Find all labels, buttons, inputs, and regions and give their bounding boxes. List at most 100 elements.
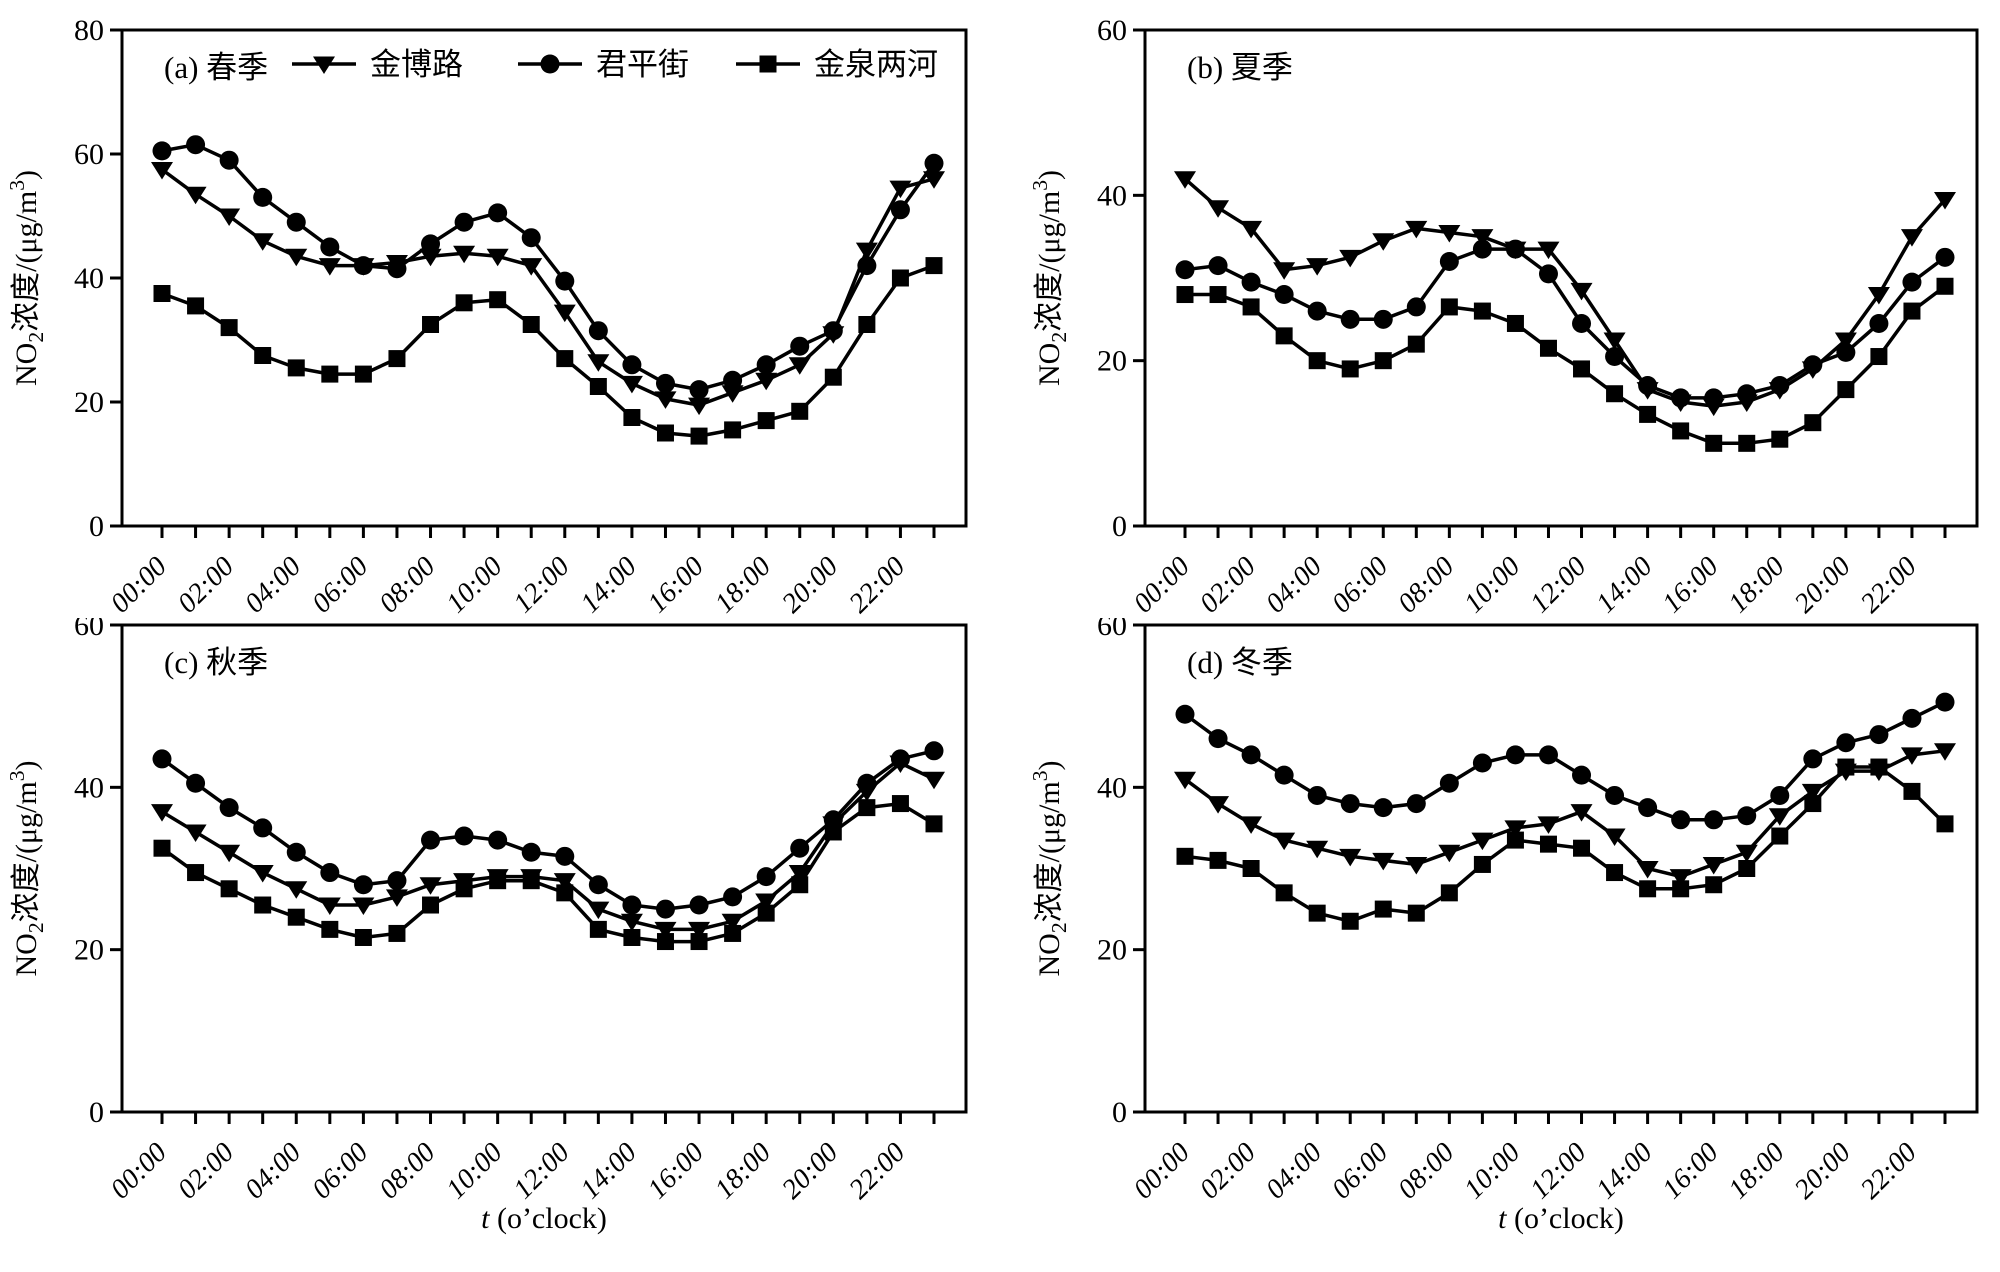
- y-axis-title: NO2浓度/(μg/m3): [1028, 170, 1071, 386]
- marker-circle: [152, 141, 172, 161]
- panel-a: 0 20 40 60 80 00:00 02:00 04:00 06:00 08:00 10:00 1…: [0, 0, 1000, 618]
- series-0-line: [160, 761, 936, 932]
- series-2-markers: [153, 257, 943, 445]
- marker-square: [1308, 904, 1326, 922]
- marker-circle: [1671, 810, 1691, 830]
- marker-circle: [1208, 256, 1228, 276]
- marker-circle: [588, 875, 608, 895]
- x-tick-label: 10:00: [1458, 1137, 1526, 1205]
- x-tick-label: 08:00: [373, 1137, 441, 1205]
- marker-triangle-down: [1306, 258, 1329, 276]
- marker-circle: [1406, 297, 1426, 317]
- marker-triangle-down: [352, 897, 375, 916]
- marker-square: [623, 928, 641, 946]
- marker-triangle-down: [587, 901, 610, 920]
- marker-circle: [1605, 785, 1625, 805]
- marker-circle: [1836, 733, 1856, 753]
- marker-triangle-down: [486, 248, 509, 267]
- y-tick-label: 40: [1097, 771, 1127, 804]
- marker-square: [1374, 352, 1392, 370]
- marker-square: [757, 904, 775, 922]
- marker-circle: [1538, 264, 1558, 284]
- marker-square: [153, 839, 171, 857]
- marker-circle: [1902, 708, 1922, 728]
- x-tick-label: 08:00: [1392, 551, 1460, 618]
- x-tick-label: 10:00: [1458, 551, 1526, 618]
- x-tick-label: 00:00: [1128, 1137, 1196, 1205]
- marker-triangle-down: [1537, 241, 1560, 260]
- y-tick-label: 0: [89, 1096, 104, 1129]
- marker-circle: [1472, 753, 1492, 773]
- x-tick-label: 10:00: [440, 1137, 508, 1205]
- marker-triangle-down: [1174, 771, 1196, 790]
- marker-triangle-down: [1570, 282, 1593, 301]
- marker-square: [455, 294, 473, 312]
- marker-square: [321, 920, 339, 938]
- marker-circle: [857, 773, 877, 793]
- x-tick-label: 20:00: [1789, 1137, 1857, 1205]
- series-2-line: [1183, 284, 1947, 446]
- marker-circle: [454, 826, 474, 846]
- marker-square: [925, 815, 943, 833]
- marker-circle: [756, 355, 776, 375]
- marker-triangle-down: [620, 375, 643, 394]
- marker-square: [1738, 860, 1756, 877]
- chart-c-svg: 0 20 40 60 00:00 02:00 04:00 06:00 08:00 10:00 12:…: [5, 618, 968, 1235]
- series-1-markers: [1175, 692, 1955, 830]
- marker-triangle-down: [218, 208, 241, 226]
- marker-circle: [1241, 272, 1261, 292]
- marker-circle: [253, 818, 273, 838]
- marker-square: [791, 402, 809, 420]
- marker-triangle-down: [251, 865, 274, 883]
- marker-square: [757, 412, 775, 430]
- marker-triangle-down: [1372, 852, 1395, 871]
- y-tick-label: 40: [74, 771, 104, 804]
- panel-title: (d) 冬季: [1187, 645, 1293, 680]
- marker-triangle-down: [419, 248, 442, 267]
- marker-triangle-down: [1339, 848, 1362, 867]
- x-tick-label: 14:00: [575, 551, 643, 618]
- marker-square: [1705, 876, 1723, 894]
- marker-circle: [1770, 375, 1790, 395]
- marker-circle: [588, 321, 608, 341]
- y-axis: 0 20 40 60: [1097, 618, 1145, 1129]
- marker-triangle-down: [1735, 844, 1758, 863]
- marker-circle: [1307, 785, 1327, 805]
- marker-triangle-down: [1900, 747, 1923, 765]
- marker-circle: [286, 842, 306, 862]
- marker-circle: [1935, 247, 1955, 267]
- marker-square: [1771, 827, 1789, 845]
- marker-circle: [1274, 285, 1294, 305]
- legend-label: 君平街: [596, 47, 689, 82]
- marker-circle: [1538, 745, 1558, 765]
- chart-d-svg: 0 20 40 60 00:0002:0004:0006:0008:0010:0012:…: [1028, 618, 1979, 1235]
- marker-square: [925, 257, 943, 275]
- marker-triangle-down: [1438, 225, 1461, 243]
- marker-circle: [1704, 388, 1724, 408]
- marker-square: [489, 872, 507, 890]
- marker-triangle-down: [184, 824, 207, 842]
- marker-triangle-down: [1636, 861, 1659, 879]
- x-tick-label: 18:00: [1723, 1137, 1791, 1205]
- marker-square: [1573, 839, 1591, 857]
- marker-triangle-down: [654, 921, 677, 940]
- y-tick-label: 0: [1112, 510, 1127, 543]
- x-axis-title: t (o’clock): [481, 1202, 607, 1235]
- marker-triangle-down: [688, 921, 711, 940]
- chart-b-svg: 0 20 40 60 00:0002:0004:0006:0008:0010:0012:…: [1028, 14, 1979, 618]
- marker-square: [1242, 860, 1260, 877]
- x-tick-label: 22:00: [843, 1137, 911, 1205]
- marker-circle: [219, 798, 239, 818]
- marker-triangle-down: [587, 354, 610, 372]
- y-tick-label: 80: [74, 14, 104, 47]
- x-tick-label: 14:00: [1590, 1137, 1658, 1205]
- x-tick-label: 14:00: [1590, 551, 1658, 618]
- marker-square: [1804, 414, 1822, 432]
- marker-triangle-down: [218, 844, 241, 863]
- y-tick-label: 40: [74, 262, 104, 295]
- marker-square: [1936, 277, 1954, 295]
- marker-square: [422, 896, 440, 914]
- marker-triangle-down: [923, 771, 945, 790]
